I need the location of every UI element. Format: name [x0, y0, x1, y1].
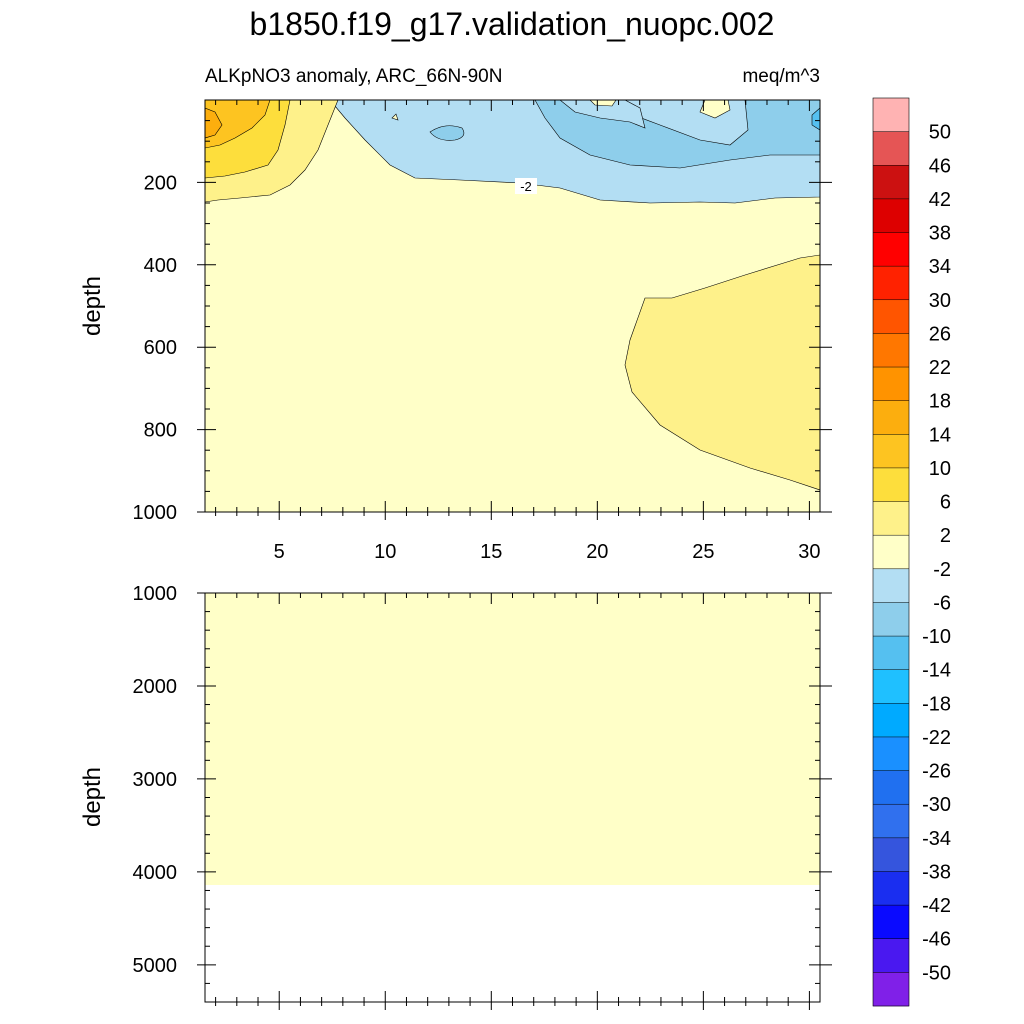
colorbar-swatch: [873, 333, 909, 368]
y-tick-label: 2000: [133, 676, 178, 698]
colorbar-label: 30: [929, 290, 951, 312]
colorbar-swatch: [873, 400, 909, 435]
colorbar-label: -34: [922, 828, 951, 850]
colorbar-swatch: [873, 871, 909, 906]
contour-label-box: [515, 178, 537, 194]
y-tick-label: 4000: [133, 862, 178, 884]
colorbar-label: -6: [933, 592, 951, 614]
region-island-yellow-a: [589, 100, 617, 107]
colorbar-swatch: [873, 232, 909, 267]
colorbar-swatch: [873, 636, 909, 671]
colorbar-swatch: [873, 669, 909, 704]
colorbar-label: -42: [922, 895, 951, 917]
colorbar-label: 6: [940, 492, 951, 514]
x-tick-label: 25: [692, 541, 714, 563]
colorbar-label: -38: [922, 861, 951, 883]
colorbar-frame: [872, 97, 910, 1007]
lower-contour-fill: [205, 593, 820, 885]
colorbar-label: -18: [922, 693, 951, 715]
colorbar-label: -14: [922, 660, 951, 682]
region-island-pale-blue: [559, 100, 646, 129]
lower-panel: 1000 2000 3000 4000 5000 depth: [79, 583, 832, 1010]
colorbar-label: 14: [929, 424, 951, 446]
colorbar-swatch: [873, 131, 909, 166]
lower-axis-ticks: 1000 2000 3000 4000 5000: [133, 583, 832, 1010]
region-island-yellow-b: [699, 100, 731, 119]
region-2-to-6-deep: [624, 254, 820, 491]
colorbar-label: 50: [929, 122, 951, 144]
colorbar-swatch: [873, 98, 909, 132]
lower-ylabel: depth: [79, 767, 106, 827]
colorbar-label: -26: [922, 761, 951, 783]
colorbar-swatch: [873, 905, 909, 940]
y-tick-label: 800: [144, 420, 177, 442]
colorbar-label: -2: [933, 559, 951, 581]
upper-contour-fill: -2: [205, 100, 820, 512]
region-island-yellow-c: [391, 113, 399, 121]
colorbar-label: 38: [929, 223, 951, 245]
region-patch-minus10: [429, 125, 465, 141]
colorbar-label: 10: [929, 458, 951, 480]
colorbar-swatch: [873, 837, 909, 872]
y-tick-label: 200: [144, 172, 177, 194]
colorbar-swatch: [873, 198, 909, 233]
colorbar: 50 46 42 38 34 30 26 22 18 14 10 6 2 -2 -6 -10 -14 -18 -22…: [872, 97, 951, 1007]
colorbar-swatch: [873, 367, 909, 401]
colorbar-swatch: [873, 804, 909, 839]
y-tick-label: 400: [144, 255, 177, 277]
upper-ylabel: depth: [79, 276, 106, 336]
colorbar-swatch: [873, 602, 909, 637]
x-tick-label: 10: [374, 541, 396, 563]
chart-title: b1850.f19_g17.validation_nuopc.002: [250, 6, 775, 42]
colorbar-label: 34: [929, 256, 951, 278]
y-tick-label: 600: [144, 337, 177, 359]
colorbar-label: 2: [940, 525, 951, 547]
colorbar-swatch: [873, 501, 909, 536]
y-tick-label: 5000: [133, 955, 178, 977]
lower-region-minus2-to-2: [205, 593, 820, 885]
colorbar-swatch: [873, 770, 909, 805]
chart-units: meq/m^3: [742, 66, 820, 87]
contour-label: -2: [520, 179, 532, 194]
colorbar-swatch: [873, 165, 909, 200]
colorbar-label: 26: [929, 323, 951, 345]
colorbar-label: -50: [922, 962, 951, 984]
colorbar-swatch: [873, 568, 909, 603]
colorbar-swatch: [873, 299, 909, 334]
y-tick-label: 3000: [133, 769, 178, 791]
x-tick-label: 30: [798, 541, 820, 563]
colorbar-label: 42: [929, 189, 951, 211]
colorbar-label: -30: [922, 794, 951, 816]
colorbar-swatch: [873, 972, 909, 1007]
colorbar-label: -46: [922, 929, 951, 951]
region-10-to-14: [205, 100, 271, 149]
colorbar-swatch: [873, 434, 909, 469]
y-tick-label: 1000: [133, 502, 178, 524]
x-tick-label: 5: [274, 541, 285, 563]
colorbar-swatch: [873, 467, 909, 502]
upper-panel: -2 5 10 15 20 25 30 200 400 600 800 1000 depth: [79, 99, 832, 563]
y-tick-label: 1000: [133, 583, 178, 605]
x-tick-label: 15: [480, 541, 502, 563]
colorbar-label: 18: [929, 391, 951, 413]
region-minus14-to-minus10: [811, 107, 820, 131]
colorbar-swatch: [873, 703, 909, 738]
region-14-to-18: [205, 107, 223, 139]
colorbar-label: -22: [922, 727, 951, 749]
colorbar-label: 22: [929, 357, 951, 379]
upper-axis-ticks: 5 10 15 20 25 30 200 400 600 800 1000: [133, 99, 832, 563]
chart-subtitle-left: ALKpNO3 anomaly, ARC_66N-90N: [205, 66, 502, 87]
colorbar-swatch: [873, 535, 909, 570]
colorbar-label: -10: [922, 626, 951, 648]
colorbar-label: 46: [929, 155, 951, 177]
colorbar-swatch: [873, 266, 909, 301]
x-tick-label: 20: [586, 541, 608, 563]
colorbar-swatch: [873, 938, 909, 973]
colorbar-swatch: [873, 736, 909, 771]
